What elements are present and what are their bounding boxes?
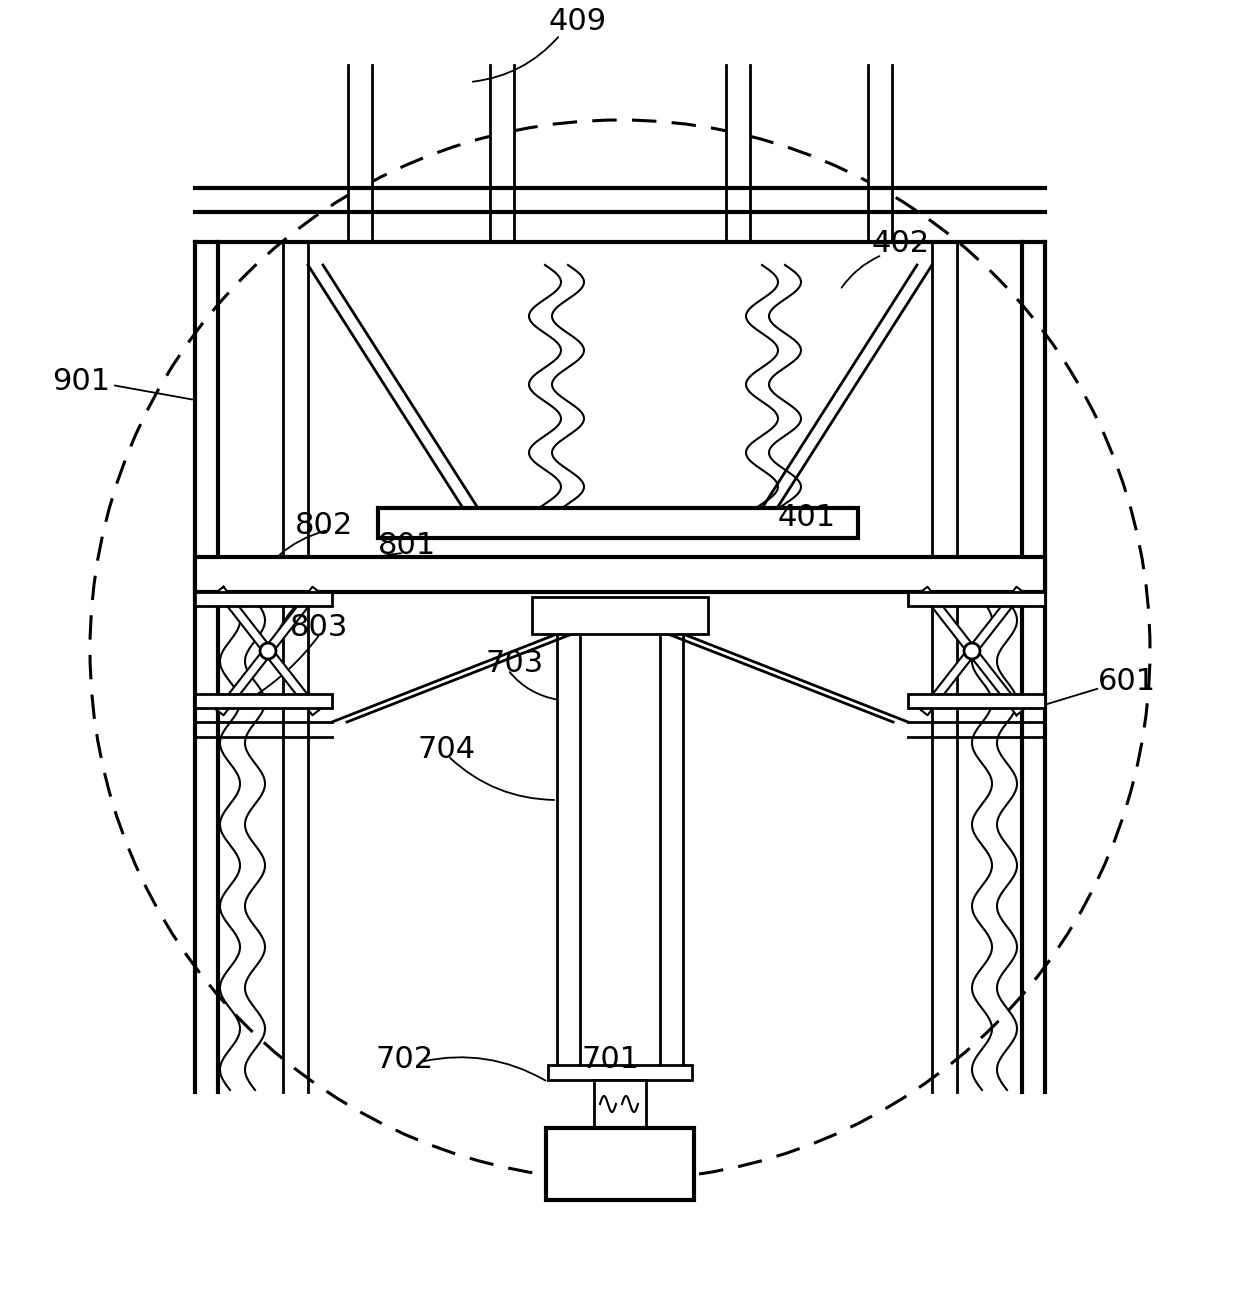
Bar: [548, 1065, 692, 1080]
Bar: [195, 694, 332, 709]
Polygon shape: [920, 586, 1023, 715]
Bar: [195, 556, 1045, 592]
Polygon shape: [920, 586, 1023, 715]
Bar: [195, 592, 332, 606]
Polygon shape: [217, 586, 320, 715]
Circle shape: [963, 644, 980, 659]
Bar: [546, 1128, 694, 1200]
Bar: [908, 592, 1045, 606]
Text: 802: 802: [295, 511, 353, 540]
Text: 801: 801: [378, 530, 436, 559]
Text: 409: 409: [549, 8, 608, 36]
Text: 401: 401: [777, 503, 836, 533]
Text: 901: 901: [52, 368, 110, 396]
Bar: [725, 65, 750, 242]
Bar: [908, 694, 1045, 709]
Bar: [348, 65, 372, 242]
Polygon shape: [217, 586, 320, 715]
Circle shape: [260, 644, 277, 659]
Text: 803: 803: [290, 614, 348, 642]
Bar: [490, 65, 515, 242]
Bar: [868, 65, 892, 242]
Bar: [594, 1080, 646, 1128]
Bar: [378, 508, 858, 538]
Text: 702: 702: [374, 1045, 433, 1075]
Text: 704: 704: [418, 736, 476, 764]
Text: 703: 703: [486, 649, 544, 677]
Bar: [532, 597, 708, 634]
Text: 601: 601: [1097, 667, 1156, 697]
Text: 402: 402: [872, 229, 930, 257]
Text: 701: 701: [582, 1045, 640, 1075]
